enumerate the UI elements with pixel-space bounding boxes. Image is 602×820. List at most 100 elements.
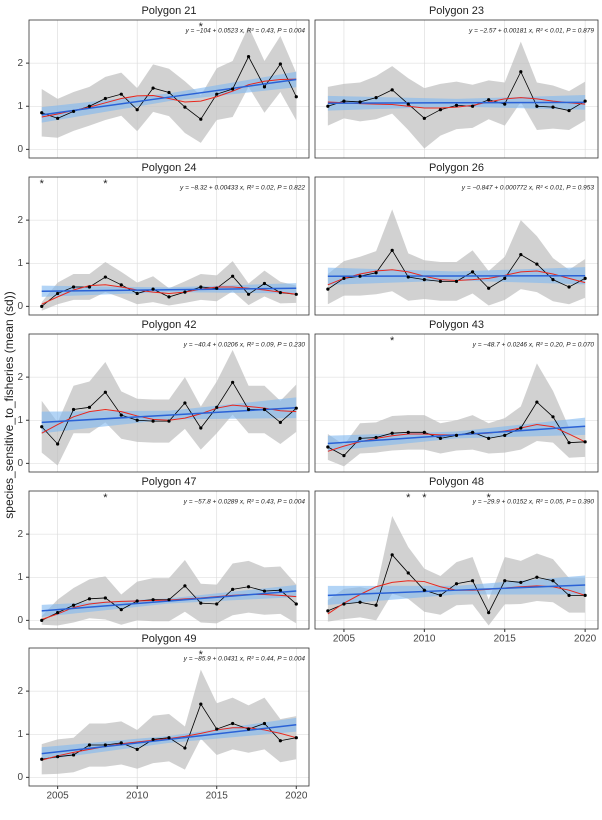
- y-tick-label: 0: [17, 144, 23, 155]
- point: [535, 576, 538, 579]
- point: [391, 553, 394, 556]
- point: [584, 594, 587, 597]
- point: [326, 105, 329, 108]
- point: [375, 436, 378, 439]
- point: [567, 594, 570, 597]
- point: [136, 292, 139, 295]
- y-tick-label: 2: [17, 372, 23, 383]
- panel-title: Polygon 43: [429, 319, 484, 331]
- point: [503, 579, 506, 582]
- equation: y = −57.8 + 0.0289 x, R² = 0.43, P = 0.0…: [183, 499, 306, 506]
- significance-star: *: [199, 649, 204, 661]
- point: [120, 741, 123, 744]
- equation: y = −8.32 + 0.00433 x, R² = 0.02, P = 0.…: [179, 185, 305, 192]
- point: [199, 118, 202, 121]
- point: [151, 598, 154, 601]
- point: [295, 736, 298, 739]
- point: [471, 270, 474, 273]
- point: [263, 408, 266, 411]
- point: [104, 97, 107, 100]
- point: [423, 431, 426, 434]
- point: [279, 739, 282, 742]
- point: [423, 278, 426, 281]
- y-tick-label: 2: [17, 58, 23, 69]
- point: [56, 611, 59, 614]
- point: [231, 588, 234, 591]
- point: [136, 748, 139, 751]
- y-tick-label: 0: [17, 615, 23, 626]
- panel-title: Polygon 23: [429, 5, 484, 17]
- point: [231, 381, 234, 384]
- point: [295, 602, 298, 605]
- point: [199, 285, 202, 288]
- x-tick-label: 2005: [47, 791, 70, 802]
- point: [342, 99, 345, 102]
- x-tick-label: 2005: [333, 634, 356, 645]
- point: [167, 295, 170, 298]
- point: [407, 431, 410, 434]
- point: [151, 420, 154, 423]
- point: [247, 408, 250, 411]
- equation: y = −2.57 + 0.00181 x, R² < 0.01, P = 0.…: [468, 28, 594, 35]
- point: [136, 599, 139, 602]
- point: [295, 95, 298, 98]
- significance-star: *: [40, 178, 45, 190]
- point: [72, 408, 75, 411]
- point: [326, 609, 329, 612]
- point: [407, 571, 410, 574]
- point: [231, 87, 234, 90]
- point: [358, 100, 361, 103]
- point: [326, 288, 329, 291]
- point: [72, 753, 75, 756]
- point: [519, 581, 522, 584]
- point: [183, 401, 186, 404]
- point: [136, 108, 139, 111]
- significance-star: *: [390, 335, 395, 347]
- point: [471, 579, 474, 582]
- y-tick-label: 2: [17, 529, 23, 540]
- point: [167, 420, 170, 423]
- y-tick-label: 0: [17, 772, 23, 783]
- panel-title: Polygon 24: [141, 162, 196, 174]
- point: [88, 285, 91, 288]
- point: [584, 277, 587, 280]
- point: [295, 293, 298, 296]
- point: [56, 442, 59, 445]
- point: [88, 105, 91, 108]
- significance-star: *: [103, 178, 108, 190]
- point: [199, 602, 202, 605]
- point: [120, 283, 123, 286]
- point: [391, 432, 394, 435]
- panel-title: Polygon 49: [141, 633, 196, 645]
- point: [584, 440, 587, 443]
- x-tick-label: 2020: [574, 634, 597, 645]
- point: [263, 722, 266, 725]
- point: [88, 597, 91, 600]
- point: [455, 104, 458, 107]
- point: [183, 584, 186, 587]
- point: [455, 582, 458, 585]
- point: [120, 413, 123, 416]
- y-tick-label: 2: [17, 686, 23, 697]
- point: [487, 611, 490, 614]
- point: [151, 288, 154, 291]
- point: [215, 287, 218, 290]
- fit-line: [328, 102, 585, 103]
- point: [375, 271, 378, 274]
- significance-star: *: [487, 492, 492, 504]
- point: [375, 604, 378, 607]
- point: [104, 275, 107, 278]
- point: [183, 746, 186, 749]
- point: [247, 585, 250, 588]
- equation: y = −48.7 + 0.0246 x, R² = 0.20, P = 0.0…: [472, 342, 595, 349]
- point: [247, 55, 250, 58]
- point: [88, 406, 91, 409]
- point: [215, 406, 218, 409]
- x-tick-label: 2010: [413, 634, 436, 645]
- point: [551, 278, 554, 281]
- point: [551, 106, 554, 109]
- point: [151, 87, 154, 90]
- point: [567, 285, 570, 288]
- point: [56, 292, 59, 295]
- y-tick-label: 1: [17, 258, 23, 269]
